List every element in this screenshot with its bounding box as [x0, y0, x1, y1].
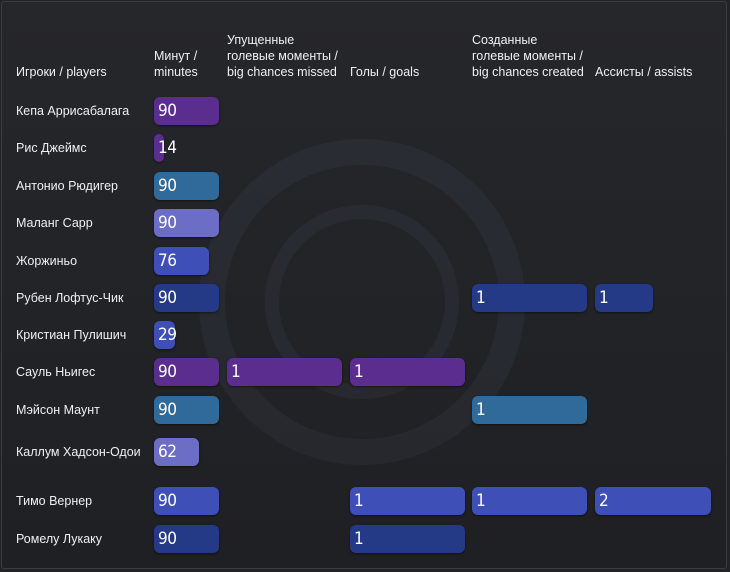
bar-minutes: 90 [154, 358, 219, 386]
bar-value-label: 90 [158, 101, 177, 121]
player-name: Сауль Ньигес [16, 365, 96, 379]
bar-value-label: 90 [158, 176, 177, 196]
player-name: Жоржиньо [16, 254, 78, 268]
header-player: Игроки / players [16, 65, 107, 79]
bar-value-label: 90 [158, 529, 177, 549]
bar-value-label: 1 [354, 529, 364, 549]
bar-value-label: 76 [158, 251, 177, 271]
header-assists: Ассисты / assists [595, 65, 693, 79]
bar-value-label: 1 [476, 400, 486, 420]
bar-minutes: 76 [154, 247, 209, 275]
player-name: Рис Джеймс [16, 141, 87, 155]
bar-minutes: 90 [154, 525, 219, 553]
player-name: Тимо Вернер [16, 494, 93, 508]
bar-minutes: 90 [154, 284, 219, 312]
bar-value-label: 90 [158, 491, 177, 511]
bar-big-chances-created: 1 [472, 396, 587, 424]
bar-value-label: 2 [599, 491, 609, 511]
header-big-chances-missed: Упущенные голевые моменты / big chances … [227, 33, 338, 79]
bar-big-chances-created: 1 [472, 487, 587, 515]
bar-minutes: 14 [154, 134, 177, 162]
bar-big-chances-created: 1 [472, 284, 587, 312]
bar-minutes: 90 [154, 209, 219, 237]
bar-value-label: 62 [158, 442, 177, 462]
bar-goals: 1 [350, 358, 465, 386]
bar-assists: 2 [595, 487, 711, 515]
bar-value-label: 1 [354, 491, 364, 511]
player-name: Кристиан Пулишич [16, 328, 127, 342]
header-big-chances-created: Созданные голевые моменты / big chances … [472, 33, 584, 79]
bar-big-chances-missed: 1 [227, 358, 342, 386]
bar-value-label: 14 [158, 138, 177, 158]
player-name: Рубен Лофтус-Чик [16, 291, 124, 305]
bar-minutes: 90 [154, 487, 219, 515]
player-name: Маланг Сарр [16, 216, 93, 230]
bar-value-label: 90 [158, 213, 177, 233]
player-name: Кепа Аррисабалага [16, 104, 130, 118]
bar-value-label: 1 [231, 362, 241, 382]
bar-value-label: 1 [354, 362, 364, 382]
bar-minutes: 90 [154, 396, 219, 424]
bar-assists: 1 [595, 284, 653, 312]
bar-minutes: 62 [154, 438, 199, 466]
bar-value-label: 90 [158, 288, 177, 308]
player-name: Ромелу Лукаку [16, 532, 103, 546]
bar-value-label: 29 [158, 325, 177, 345]
bar-minutes: 29 [154, 321, 177, 349]
bar-minutes: 90 [154, 172, 219, 200]
player-name: Антонио Рюдигер [16, 179, 118, 193]
header-minutes: Минут / minutes [154, 49, 198, 79]
bar-value-label: 90 [158, 400, 177, 420]
bar-value-label: 1 [476, 288, 486, 308]
bar-goals: 1 [350, 525, 465, 553]
bar-minutes: 90 [154, 97, 219, 125]
bar-goals: 1 [350, 487, 465, 515]
bar-value-label: 90 [158, 362, 177, 382]
player-name: Мэйсон Маунт [16, 403, 100, 417]
bar-value-label: 1 [599, 288, 609, 308]
player-name: Каллум Хадсон-Одои [16, 445, 141, 459]
header-goals: Голы / goals [350, 65, 420, 79]
bar-value-label: 1 [476, 491, 486, 511]
